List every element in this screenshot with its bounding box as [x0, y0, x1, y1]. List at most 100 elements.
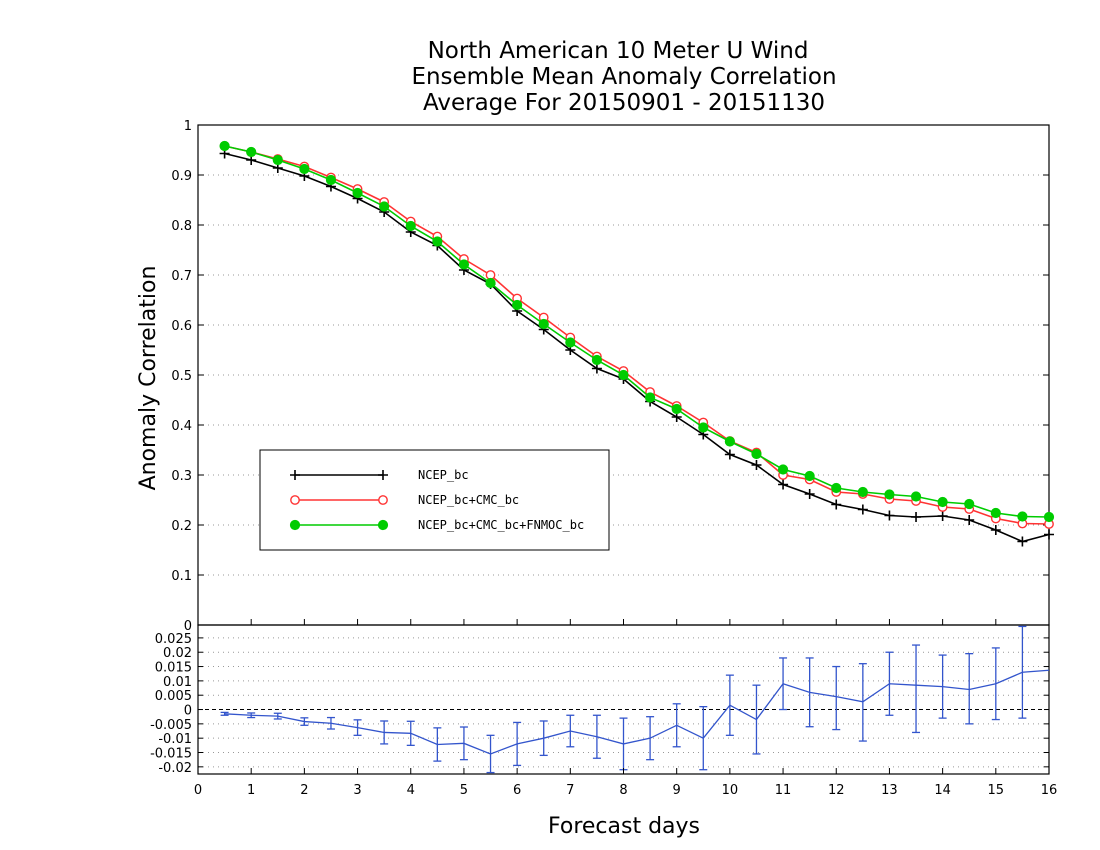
top-y-tick-label: 0.7	[171, 269, 192, 284]
x-tick-label: 11	[775, 783, 792, 798]
x-tick-label: 5	[460, 783, 468, 798]
bottom-panel: -0.02-0.015-0.01-0.00500.0050.010.0150.0…	[150, 619, 1050, 776]
legend-marker-2	[378, 495, 388, 505]
bottom-y-tick-label: 0.02	[163, 646, 192, 661]
x-tick-label: 12	[828, 783, 845, 798]
series-3-point	[884, 489, 895, 500]
x-tick-label: 7	[566, 783, 574, 798]
bottom-y-tick-label: -0.02	[158, 761, 192, 776]
series-3-point	[325, 174, 337, 186]
series-3-point	[272, 154, 283, 166]
series-1-point	[911, 512, 922, 522]
series-3-point	[565, 337, 576, 348]
series-1-point	[964, 515, 975, 525]
series-3-point	[219, 140, 230, 152]
series-1-point	[831, 499, 842, 510]
series-3-point	[432, 236, 443, 247]
legend-marker-3	[289, 519, 301, 531]
top-y-tick-label: 0.4	[171, 419, 192, 434]
series-1-point	[751, 460, 762, 470]
series-3-point	[1043, 511, 1055, 523]
series-3-point	[405, 220, 416, 232]
chart-title-line-1: North American 10 Meter U Wind	[428, 38, 809, 64]
bottom-y-tick-label: -0.01	[158, 732, 192, 747]
series-1-point	[857, 504, 868, 515]
series-3-point	[671, 403, 682, 415]
series-3-point	[831, 482, 842, 494]
series-3-point	[698, 422, 709, 433]
series-3-point	[485, 277, 496, 289]
series-3-point	[591, 354, 603, 366]
bottom-y-tick-label: -0.015	[150, 747, 192, 762]
series-3-point	[937, 496, 948, 508]
x-tick-label: 0	[194, 783, 202, 798]
series-1-point	[990, 525, 1001, 535]
series-3-point	[751, 448, 762, 460]
legend: NCEP_bc NCEP_bc+CMC_bc NCEP_bc+CMC_bc+FNMO…	[259, 449, 610, 551]
legend-label-2: NCEP_bc+CMC_bc	[418, 493, 519, 507]
series-3-point	[299, 163, 310, 175]
series-3-point	[246, 146, 257, 158]
series-3-point	[1017, 511, 1028, 522]
legend-marker-3	[377, 519, 389, 531]
top-y-tick-label: 1	[184, 119, 192, 134]
series-3-point	[618, 369, 629, 381]
series-3-point	[458, 259, 470, 270]
series-1-point	[591, 363, 602, 374]
series-3-point	[538, 318, 549, 330]
series-3-point	[964, 498, 975, 510]
series-1-point	[937, 511, 948, 521]
x-tick-label: 9	[673, 783, 681, 798]
x-tick-label: 8	[619, 783, 627, 798]
top-y-tick-label: 0.8	[171, 219, 192, 234]
legend-marker-1	[378, 470, 388, 480]
series-3-point	[724, 436, 735, 447]
chart-title-line-2: Ensemble Mean Anomaly Correlation	[411, 64, 836, 90]
legend-marker-1	[290, 470, 300, 480]
top-y-tick-label: 0.2	[171, 519, 192, 534]
series-1-point	[1044, 529, 1054, 540]
x-tick-label: 15	[988, 783, 1005, 798]
x-tick-label: 1	[247, 783, 255, 798]
series-3-point	[644, 392, 656, 403]
bottom-top-tick-label: 0	[184, 619, 192, 634]
series-1-point	[1017, 536, 1028, 547]
difference-line	[224, 669, 1050, 755]
top-y-tick-label: 0.9	[171, 169, 192, 184]
series-3-point	[857, 486, 868, 498]
x-tick-label: 16	[1041, 783, 1058, 798]
series-3-point	[910, 491, 922, 502]
x-tick-label: 4	[407, 783, 415, 798]
series-1-point	[884, 510, 895, 521]
legend-label-3: NCEP_bc+CMC_bc+FNMOC_bc	[418, 518, 584, 532]
x-tick-label: 13	[881, 783, 898, 798]
legend-marker-2	[290, 495, 300, 505]
x-axis-label: Forecast days	[548, 814, 700, 839]
top-y-tick-label: 0.5	[171, 369, 192, 384]
x-tick-label: 14	[934, 783, 951, 798]
top-y-tick-label: 0.1	[171, 569, 192, 584]
top-panel: 0.1 0.2 0.3 0.4 0.5 0.6 0.7 0.8 0.9 1	[171, 119, 1055, 626]
bottom-y-tick-label: 0.025	[155, 632, 192, 647]
series-3-point	[379, 201, 390, 212]
chart-title-line-3: Average For 20150901 - 20151130	[423, 90, 825, 116]
bottom-y-tick-label: 0	[184, 704, 192, 719]
x-tick-label: 10	[722, 783, 739, 798]
bottom-y-tick-label: -0.005	[150, 718, 192, 733]
series-1-point	[804, 489, 815, 499]
top-y-tick-label: 0.6	[171, 319, 192, 334]
series-3-point	[990, 507, 1001, 519]
series-3-point	[777, 464, 789, 475]
bottom-y-tick-label: 0.01	[163, 675, 192, 690]
bottom-y-tick-label: 0.015	[155, 661, 192, 676]
legend-label-1: NCEP_bc	[418, 468, 469, 482]
series-3-point	[804, 470, 815, 482]
y-axis-label: Anomaly Correlation	[136, 266, 161, 491]
x-tick-label: 6	[513, 783, 521, 798]
series-1-point	[724, 449, 735, 460]
series-3-point	[352, 187, 363, 199]
bottom-y-tick-label: 0.005	[155, 689, 192, 704]
x-axis: 0 1 2 3 4 5 6 7 8 9 10 11 12 13 14 15 16	[194, 619, 1057, 798]
top-y-tick-label: 0.3	[171, 469, 192, 484]
